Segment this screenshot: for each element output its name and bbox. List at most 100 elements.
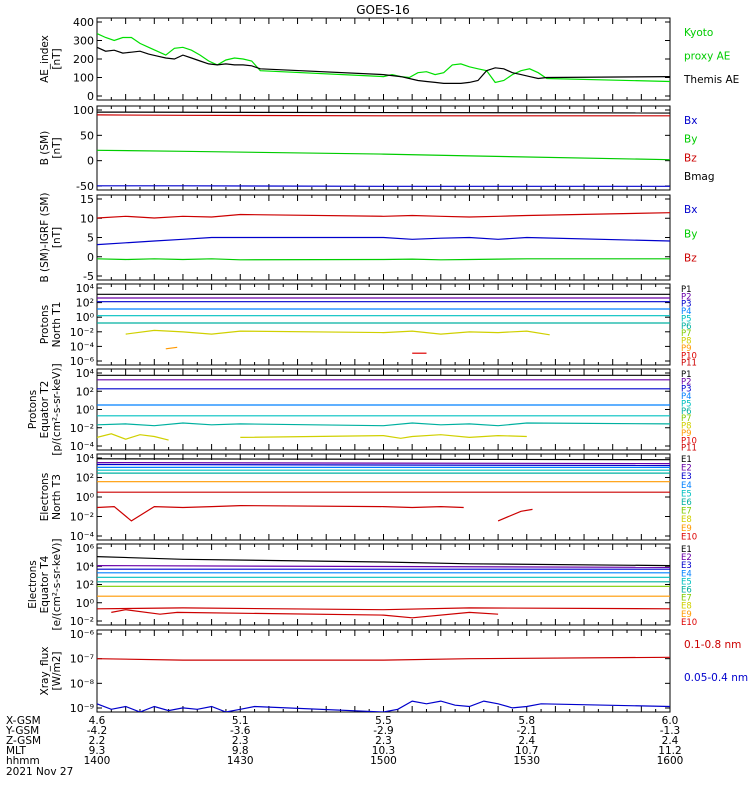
series-line — [97, 656, 670, 661]
series-line — [97, 700, 670, 712]
legend-entry: E7 — [681, 594, 692, 604]
legend-entry: Bx — [684, 204, 697, 216]
legend-entry: E2 — [681, 464, 692, 474]
panel-frame — [96, 105, 671, 191]
legend-entry: By — [684, 228, 697, 240]
date-label: 2021 Nov 27 — [6, 766, 73, 778]
legend-entry: P5 — [681, 314, 692, 324]
legend-entry: P8 — [681, 422, 692, 432]
series-line — [97, 33, 670, 84]
panel-xray: 10⁻⁶ 10⁻⁷ 10⁻⁸ 10⁻⁹ Xray_flux [W/m2] 0.1-0.8 n… — [39, 628, 748, 715]
y-tick-label: 10⁻² — [70, 422, 94, 435]
legend-entry: E5 — [681, 489, 692, 499]
x-row-label: Z-GSM — [6, 735, 41, 747]
x-tick-value: 5.5 — [375, 715, 392, 727]
x-row-label: hhmm — [6, 755, 40, 767]
legend-entry: P9 — [681, 344, 692, 354]
legend-entry: P11 — [681, 444, 697, 454]
y-tick-label: 5 — [87, 232, 94, 245]
y-axis-label: [nT] — [51, 48, 63, 69]
panel-e-equator: 10⁶ 10⁴ 10² 10⁰ 10⁻² Electrons Equator T4 [e/(c… — [27, 539, 697, 631]
legend-entry: proxy AE — [684, 50, 730, 62]
series-line — [165, 346, 178, 350]
y-axis-label: [p/(cm²-s-sr-keV)] — [51, 363, 63, 455]
x-tick-value: 2.4 — [518, 735, 535, 747]
series-line — [97, 46, 670, 85]
x-tick-value: -1.3 — [660, 725, 681, 737]
x-tick-value: 2.4 — [662, 735, 679, 747]
legend-entry: E9 — [681, 610, 692, 620]
legend-entry: E3 — [681, 561, 692, 571]
legend-entry: Themis AE — [683, 74, 739, 86]
x-tick-value: 2.3 — [375, 735, 392, 747]
legend-entry: Bmag — [684, 171, 715, 183]
x-tick-value: 5.1 — [232, 715, 249, 727]
legend-entry: P6 — [681, 407, 692, 417]
y-tick-label: 10⁰ — [76, 491, 95, 504]
series-line — [240, 434, 527, 439]
legend-entry: P7 — [681, 414, 692, 424]
legend-entry: E3 — [681, 472, 692, 482]
legend-entry: E1 — [681, 545, 692, 555]
legend-entry: P2 — [681, 292, 692, 302]
y-tick-label: 10² — [76, 297, 94, 310]
x-tick-value: 1530 — [513, 755, 540, 767]
legend-entry: E6 — [681, 586, 692, 596]
series-line — [97, 462, 670, 465]
y-tick-label: 0 — [87, 90, 94, 103]
y-tick-label: 10⁻⁴ — [70, 440, 95, 453]
panel-bigrf: 15 10 5 0 -5 B (SM)-IGRF (SM) [nT] Bx By Bz — [39, 192, 697, 283]
y-axis-label: North T3 — [51, 474, 63, 520]
x-tick-value: 10.3 — [372, 745, 395, 757]
x-row-label: X-GSM — [6, 715, 41, 727]
series-line — [97, 185, 670, 187]
y-axis-label: Xray_flux — [39, 647, 51, 696]
panel-p-equator: 10⁴ 10² 10⁰ 10⁻² 10⁻⁴ Protons Equator T2 [p/(cm… — [27, 363, 697, 455]
series-line — [111, 609, 499, 619]
y-tick-label: 10⁻⁹ — [70, 702, 94, 715]
series-line — [97, 504, 464, 522]
y-tick-label: 100 — [73, 104, 94, 117]
legend-entry: E8 — [681, 515, 692, 525]
legend-entry: E8 — [681, 602, 692, 612]
legend-entry: E10 — [681, 618, 697, 628]
legend-entry: P3 — [681, 385, 692, 395]
series-line — [97, 212, 670, 219]
y-tick-label: 200 — [73, 53, 94, 66]
x-tick-value: -4.2 — [87, 725, 108, 737]
legend-entry: P10 — [681, 436, 697, 446]
legend-entry: E4 — [681, 481, 692, 491]
series-line — [97, 258, 670, 261]
series-line — [97, 556, 670, 567]
y-tick-label: 10⁶ — [76, 542, 95, 555]
x-row-label: Y-GSM — [5, 725, 39, 737]
y-tick-label: 10⁰ — [76, 311, 95, 324]
x-tick-value: 1400 — [84, 755, 111, 767]
panel-frame — [96, 17, 671, 101]
legend-entry: P1 — [681, 370, 692, 380]
y-axis-label: North T1 — [51, 302, 63, 348]
x-tick-value: 1500 — [370, 755, 397, 767]
series-line — [97, 149, 670, 161]
x-tick-value: 2.2 — [89, 735, 106, 747]
series-line — [97, 463, 670, 467]
y-tick-label: 10⁻⁴ — [70, 340, 95, 353]
y-tick-label: 15 — [80, 193, 94, 206]
legend-entry: By — [684, 134, 697, 146]
y-tick-label: 300 — [73, 35, 94, 48]
y-tick-label: 10⁻⁴ — [70, 530, 95, 543]
x-row-label: MLT — [6, 745, 26, 757]
series-line — [125, 329, 550, 336]
series-line — [97, 114, 670, 117]
x-tick-value: 1430 — [227, 755, 254, 767]
legend-entry: E5 — [681, 577, 692, 587]
y-tick-label: 10 — [80, 212, 94, 225]
y-tick-label: 0 — [87, 155, 94, 168]
legend-entry: 0.05-0.4 nm — [684, 672, 748, 684]
y-axis-label: [W/m2] — [51, 651, 63, 690]
legend-entry: P4 — [681, 392, 692, 402]
legend-entry: E2 — [681, 553, 692, 563]
y-tick-label: 400 — [73, 16, 94, 29]
y-tick-label: 50 — [80, 129, 94, 142]
